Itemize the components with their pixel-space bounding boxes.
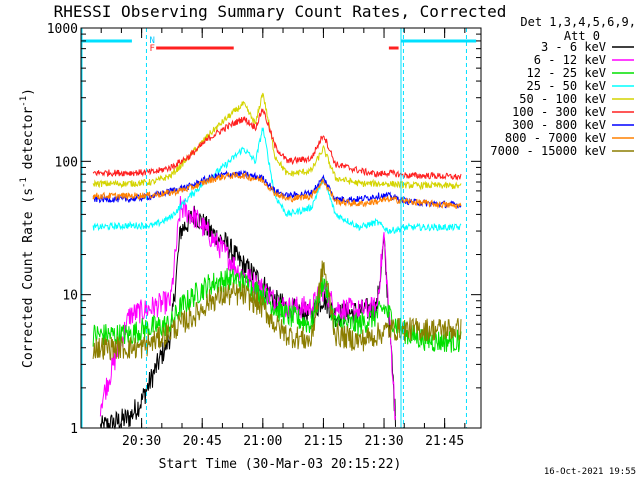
legend-header-line-1: Det 1,3,4,5,6,9,: [520, 15, 636, 29]
timestamp: 16-Oct-2021 19:55: [544, 467, 636, 477]
legend-label-4: 50 - 100 keV: [519, 92, 606, 106]
series-line-7: [92, 171, 462, 210]
legend-label-3: 25 - 50 keV: [527, 79, 606, 93]
x-tick-label: 20:45: [183, 434, 222, 449]
legend-label-0: 3 - 6 keV: [541, 40, 606, 54]
y-tick-label: 100: [55, 155, 78, 170]
plot-frame: [80, 27, 482, 429]
series-line-4: [92, 92, 462, 191]
x-axis-label: Start Time (30-Mar-03 20:15:22): [159, 457, 402, 472]
plot-area: NF 1 10 100 1000 20:30 20:45 21:00 21:15 21:30 21:…: [47, 22, 482, 449]
flag-label-N: N: [149, 36, 154, 46]
x-tick-label: 20:30: [122, 434, 161, 449]
legend-label-6: 300 - 800 keV: [512, 118, 606, 132]
legend-label-5: 100 - 300 keV: [512, 105, 606, 119]
series-line-3: [92, 127, 462, 235]
y-axis-label: Corrected Count Rate (s-1 detector-1): [19, 88, 36, 368]
legend-label-2: 12 - 25 keV: [527, 66, 606, 80]
y-axis-label-mid: detector: [21, 107, 36, 178]
series-line-8: [92, 260, 462, 361]
chart-title: RHESSI Observing Summary Count Rates, Co…: [54, 2, 507, 21]
legend-label-1: 6 - 12 keV: [534, 53, 606, 67]
y-axis-label-sup2: -1: [19, 96, 29, 107]
x-tick-label: 21:30: [364, 434, 403, 449]
y-tick-label: 10: [62, 289, 78, 304]
legend-label-8: 7000 - 15000 keV: [490, 144, 606, 158]
y-tick-label: 1: [70, 422, 78, 437]
y-axis-label-main: Corrected Count Rate (s: [21, 188, 36, 368]
legend-label-7: 800 - 7000 keV: [505, 131, 606, 145]
series-line-1: [99, 195, 396, 421]
y-tick-label: 1000: [47, 22, 78, 37]
series-line-5: [92, 107, 462, 181]
y-axis-label-sup1: -1: [19, 177, 29, 188]
x-tick-label: 21:45: [425, 434, 464, 449]
x-tick-label: 21:15: [304, 434, 343, 449]
legend-header-line-2: Att 0: [564, 29, 600, 43]
flag-label-F: F: [149, 44, 154, 54]
y-axis-label-end: ): [21, 88, 36, 96]
x-tick-label: 21:00: [243, 434, 282, 449]
